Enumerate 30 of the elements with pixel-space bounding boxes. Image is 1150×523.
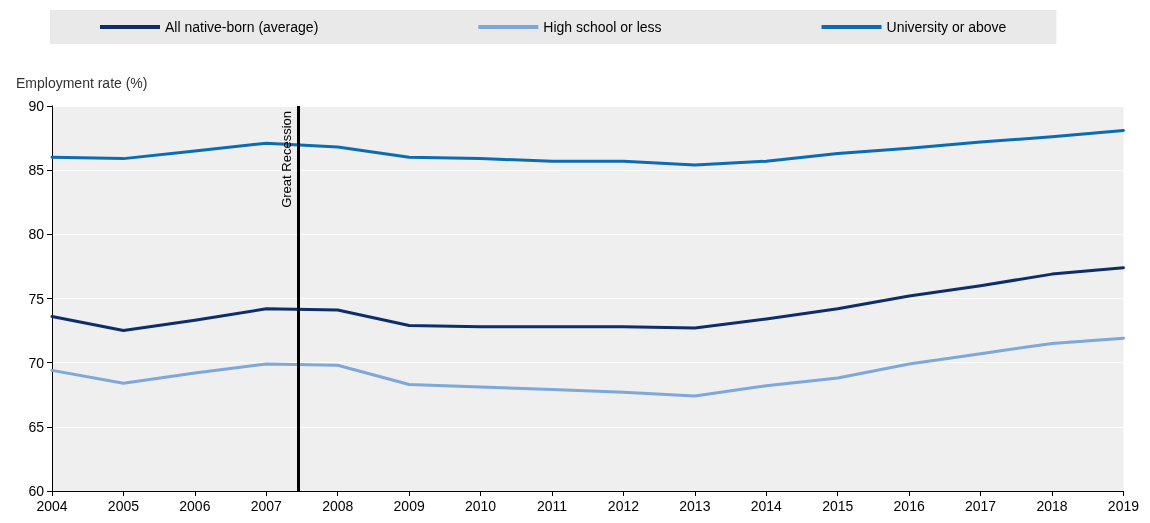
legend-label: High school or less (543, 19, 662, 35)
legend-label: University or above (886, 19, 1007, 35)
x-tick-label: 2008 (322, 498, 354, 514)
x-tick-label: 2004 (36, 498, 68, 514)
x-tick-label: 2015 (822, 498, 854, 514)
x-tick-label: 2019 (1107, 498, 1140, 514)
y-tick-label: 65 (28, 418, 45, 435)
x-tick-label: 2013 (679, 498, 711, 514)
y-axis-title: Employment rate (%) (16, 75, 148, 91)
legend-label: All native-born (average) (165, 19, 319, 35)
y-tick-label: 85 (28, 162, 45, 179)
x-tick-label: 2007 (250, 498, 283, 514)
x-tick-label: 2014 (750, 498, 783, 514)
y-tick-label: 60 (28, 483, 45, 499)
ref-line-label: Great Recession (279, 111, 295, 208)
x-tick-label: 2018 (1036, 498, 1068, 514)
y-tick-label: 70 (28, 354, 45, 371)
x-tick-label: 2017 (964, 498, 997, 514)
y-tick-label: 80 (28, 226, 45, 243)
x-tick-label: 2006 (179, 498, 211, 514)
y-tick-label: 75 (28, 290, 45, 307)
x-tick-label: 2005 (107, 498, 140, 514)
x-tick-label: 2011 (536, 498, 568, 514)
x-tick-label: 2009 (393, 498, 425, 514)
x-tick-label: 2016 (893, 498, 925, 514)
line-series (50, 266, 1125, 333)
x-tick-label: 2012 (607, 498, 640, 514)
y-tick-label: 90 (28, 98, 45, 114)
line-series (50, 336, 1125, 398)
x-tick-label: 2010 (464, 498, 497, 514)
